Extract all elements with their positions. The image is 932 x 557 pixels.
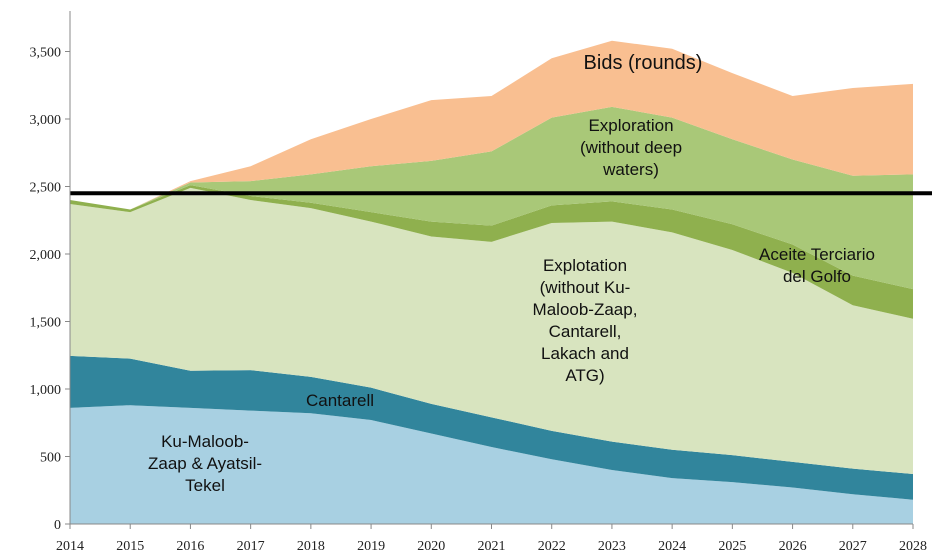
label-line: Aceite Terciario	[759, 245, 875, 264]
label-line: Maloob-Zaap,	[533, 300, 638, 319]
x-tick-label: 2023	[598, 539, 626, 554]
series-label: Aceite Terciario del Golfo	[759, 245, 875, 286]
area	[70, 405, 913, 524]
x-tick-label: 2020	[417, 539, 445, 554]
label-line: Cantarell	[306, 391, 374, 410]
area	[70, 185, 913, 319]
label-line: Bids (rounds)	[584, 52, 703, 74]
y-tick-label: 0	[54, 518, 61, 533]
x-tick-label: 2017	[237, 539, 265, 554]
y-tick-label: 500	[40, 451, 61, 466]
x-tick-label: 2024	[658, 539, 686, 554]
x-tick-label: 2019	[357, 539, 385, 554]
x-tick-label: 2018	[297, 539, 325, 554]
label-line: ATG)	[565, 366, 604, 385]
label-line: (without deep	[580, 138, 682, 157]
series-label: Exploration (without deep waters)	[580, 116, 682, 179]
x-tick-label: 2014	[56, 539, 84, 554]
label-line: Zaap & Ayatsil-	[148, 454, 262, 473]
x-tick-label: 2016	[176, 539, 204, 554]
series-label: Bids (rounds)	[584, 52, 703, 74]
label-line: Lakach and	[541, 344, 629, 363]
series-label: Cantarell	[306, 391, 374, 410]
y-tick-label: 1,000	[30, 383, 62, 398]
label-line: del Golfo	[783, 267, 851, 286]
series-label: Ku-Maloob- Zaap & Ayatsil- Tekel	[148, 432, 262, 495]
x-tick-label: 2028	[899, 539, 927, 554]
y-tick-label: 2,500	[30, 181, 62, 196]
label-line: Exploration	[588, 116, 673, 135]
x-tick-label: 2021	[478, 539, 506, 554]
label-line: (without Ku-	[540, 278, 631, 297]
label-line: Tekel	[185, 476, 225, 495]
label-line: Cantarell,	[549, 322, 622, 341]
x-tick-label: 2022	[538, 539, 566, 554]
label-line: Ku-Maloob-	[161, 432, 249, 451]
area	[70, 40, 913, 210]
x-tick-label: 2015	[116, 539, 144, 554]
label-line: Explotation	[543, 256, 627, 275]
x-tick-label: 2025	[718, 539, 746, 554]
y-tick-label: 3,500	[30, 46, 62, 61]
y-tick-label: 2,000	[30, 248, 62, 263]
series-label: Explotation (without Ku- Maloob-Zaap, Canta…	[533, 256, 638, 385]
label-line: waters)	[602, 160, 659, 179]
area	[70, 106, 913, 290]
area	[70, 187, 913, 475]
y-tick-label: 1,500	[30, 316, 62, 331]
area	[70, 355, 913, 500]
x-tick-label: 2026	[779, 539, 807, 554]
x-tick-label: 2027	[839, 539, 867, 554]
y-tick-label: 3,000	[30, 113, 62, 128]
